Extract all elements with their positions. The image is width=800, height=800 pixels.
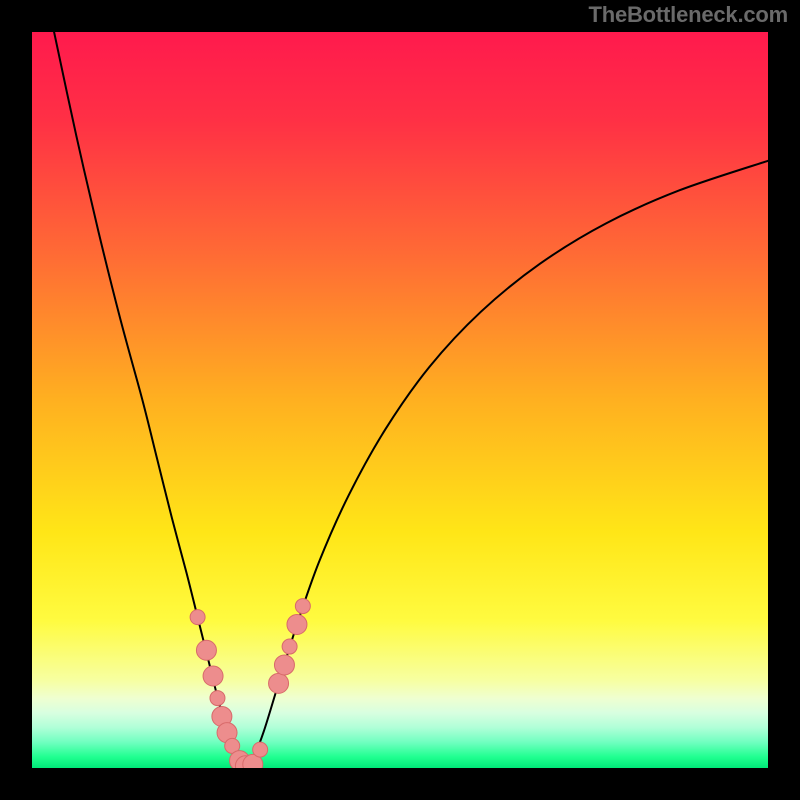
- data-marker: [282, 639, 297, 654]
- watermark-text: TheBottleneck.com: [588, 2, 788, 28]
- bottleneck-chart-svg: [32, 32, 768, 768]
- data-marker: [295, 599, 310, 614]
- data-marker: [287, 614, 307, 634]
- chart-plot-area: [32, 32, 768, 768]
- data-marker: [210, 691, 225, 706]
- data-marker: [190, 610, 205, 625]
- data-marker: [269, 673, 289, 693]
- data-marker: [196, 640, 216, 660]
- data-marker: [274, 655, 294, 675]
- data-marker: [203, 666, 223, 686]
- data-marker: [253, 742, 268, 757]
